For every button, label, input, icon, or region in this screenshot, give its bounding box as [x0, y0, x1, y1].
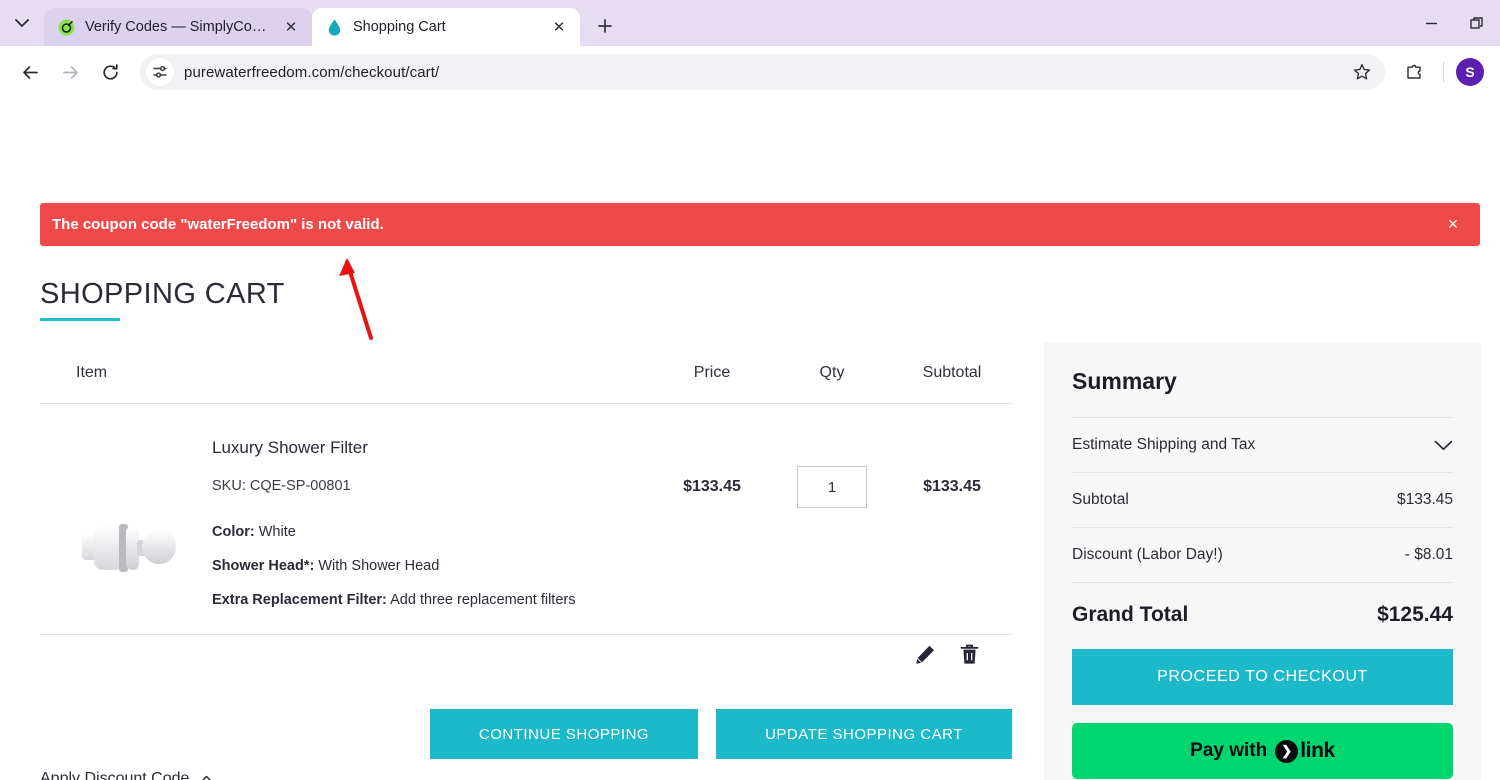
reload-icon — [102, 63, 118, 80]
star-icon[interactable] — [1347, 57, 1377, 87]
table-row: Luxury Shower Filter SKU: CQE-SP-00801 C… — [40, 404, 1012, 681]
option-label: Shower Head*: — [212, 558, 315, 574]
order-summary-panel: Summary Estimate Shipping and Tax Subtot… — [1044, 342, 1481, 780]
estimate-shipping-row[interactable]: Estimate Shipping and Tax — [1072, 417, 1453, 472]
error-banner: The coupon code "waterFreedom" is not va… — [40, 203, 1480, 246]
reload-button[interactable] — [92, 54, 128, 90]
product-image[interactable] — [40, 426, 212, 626]
continue-shopping-button[interactable]: CONTINUE SHOPPING — [430, 709, 698, 759]
summary-row-discount: Discount (Labor Day!) - $8.01 — [1072, 527, 1453, 582]
maximize-button[interactable] — [1454, 0, 1500, 46]
product-name[interactable]: Luxury Shower Filter — [212, 438, 368, 457]
chevron-up-icon — [201, 775, 212, 780]
close-icon[interactable]: × — [1447, 214, 1459, 234]
summary-value: $133.45 — [1396, 491, 1453, 508]
restore-icon — [1470, 17, 1483, 29]
url-text: purewaterfreedom.com/checkout/cart/ — [184, 63, 440, 81]
option-label: Extra Replacement Filter: — [212, 592, 387, 608]
summary-row-subtotal: Subtotal $133.45 — [1072, 472, 1453, 527]
toolbar-divider — [1443, 62, 1444, 82]
plus-icon — [598, 19, 612, 33]
page-content: The coupon code "waterFreedom" is not va… — [0, 98, 1500, 780]
proceed-to-checkout-button[interactable]: PROCEED TO CHECKOUT — [1072, 649, 1453, 705]
site-settings-icon[interactable] — [146, 58, 174, 86]
grand-total-value: $125.44 — [1377, 603, 1453, 626]
quantity-input[interactable] — [797, 466, 867, 508]
title-underline — [40, 318, 120, 321]
option-label: Color: — [212, 524, 255, 540]
forward-arrow-icon — [62, 65, 78, 79]
new-tab-button[interactable] — [588, 9, 622, 43]
cell-qty — [772, 426, 892, 626]
summary-label: Subtotal — [1072, 491, 1129, 508]
option-value: Add three replacement filters — [390, 592, 576, 608]
update-shopping-cart-button[interactable]: UPDATE SHOPPING CART — [716, 709, 1012, 759]
cart-table-header: Item Price Qty Subtotal — [40, 342, 1012, 404]
product-option-color: Color: White — [212, 524, 652, 540]
back-button[interactable] — [12, 54, 48, 90]
row-actions — [40, 635, 1012, 681]
summary-label: Discount (Labor Day!) — [1072, 546, 1223, 563]
close-icon[interactable]: ✕ — [284, 19, 298, 36]
option-value: White — [258, 524, 296, 540]
option-value: With Shower Head — [318, 558, 440, 574]
chevron-down-icon — [1434, 440, 1453, 450]
cart-action-buttons: CONTINUE SHOPPING UPDATE SHOPPING CART — [40, 681, 1012, 759]
product-option-extra-filter: Extra Replacement Filter: Add three repl… — [212, 592, 652, 608]
pay-with-label: Pay with — [1190, 740, 1268, 761]
product-option-shower-head: Shower Head*: With Shower Head — [212, 558, 652, 574]
chevron-down-icon — [15, 18, 29, 27]
pay-with-link-button[interactable]: Pay with ❯ link — [1072, 723, 1453, 779]
minimize-button[interactable] — [1408, 0, 1454, 46]
back-arrow-icon — [22, 65, 38, 79]
pencil-icon[interactable] — [912, 641, 938, 667]
column-header-item: Item — [76, 363, 108, 381]
summary-value: - $8.01 — [1404, 546, 1453, 563]
tab-verify-codes[interactable]: Verify Codes — SimplyCodes ✕ — [44, 8, 312, 46]
tab-strip: Verify Codes — SimplyCodes ✕ Shopping Ca… — [0, 0, 1500, 46]
estimate-shipping-label: Estimate Shipping and Tax — [1072, 436, 1256, 453]
simplycodes-icon — [58, 19, 75, 36]
cell-subtotal: $133.45 — [923, 478, 981, 495]
page-title: SHOPPING CART — [40, 278, 285, 310]
error-message: The coupon code "waterFreedom" is not va… — [52, 216, 384, 233]
tab-search-button[interactable] — [0, 0, 44, 46]
forward-button[interactable] — [52, 54, 88, 90]
link-wordmark: link — [1300, 739, 1335, 762]
summary-title: Summary — [1072, 368, 1177, 394]
red-arrow-annotation — [339, 258, 373, 340]
minimize-icon — [1425, 22, 1437, 24]
link-logo: ❯ link — [1275, 739, 1335, 763]
cell-price: $133.45 — [683, 478, 741, 495]
column-header-qty: Qty — [819, 363, 845, 381]
apply-discount-label: Apply Discount Code — [40, 770, 190, 780]
grand-total-label: Grand Total — [1072, 603, 1189, 626]
column-header-subtotal: Subtotal — [922, 363, 982, 381]
trash-icon[interactable] — [956, 641, 982, 667]
tab-shopping-cart[interactable]: Shopping Cart ✕ — [312, 8, 580, 46]
window-controls — [1408, 0, 1500, 46]
summary-row-grand-total: Grand Total $125.44 — [1072, 582, 1453, 649]
tab-title: Verify Codes — SimplyCodes — [85, 19, 270, 35]
water-drop-icon — [326, 19, 343, 36]
extensions-button[interactable] — [1397, 55, 1431, 89]
discount-section: Apply Discount Code APPLY DISCOUNT — [40, 770, 640, 780]
link-chevron-icon: ❯ — [1275, 739, 1299, 763]
puzzle-piece-icon — [1406, 64, 1421, 79]
column-header-price: Price — [693, 363, 731, 381]
product-info: Luxury Shower Filter SKU: CQE-SP-00801 C… — [212, 426, 652, 626]
avatar[interactable]: S — [1456, 58, 1484, 86]
tab-title: Shopping Cart — [353, 19, 446, 35]
browser-toolbar: purewaterfreedom.com/checkout/cart/ S — [0, 46, 1500, 98]
apply-discount-toggle[interactable]: Apply Discount Code — [40, 770, 640, 780]
product-sku: SKU: CQE-SP-00801 — [212, 478, 351, 494]
address-bar[interactable]: purewaterfreedom.com/checkout/cart/ — [140, 54, 1385, 90]
close-icon[interactable]: ✕ — [552, 19, 566, 36]
cart-table: Item Price Qty Subtotal — [40, 342, 1012, 759]
